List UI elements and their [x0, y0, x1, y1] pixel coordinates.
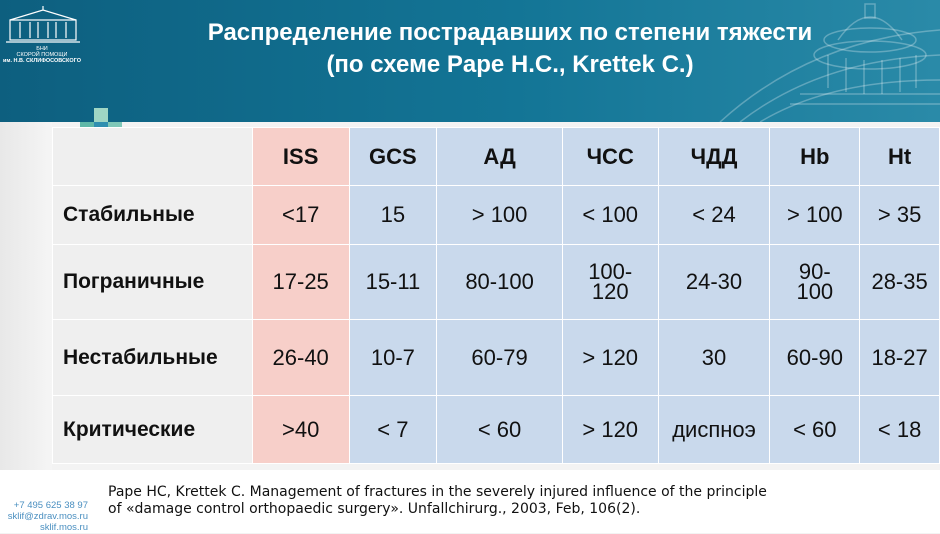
header-iss: ISS [251, 127, 350, 186]
severity-table: ISS GCS АД ЧСС ЧДД Hb Ht Стабильные <17 … [52, 127, 940, 464]
table-row: Стабильные <17 15 > 100 < 100 < 24 > 100… [52, 185, 940, 245]
table-cell-text: 100- 120 [588, 259, 633, 304]
left-margin-bar [0, 122, 52, 472]
building-line-art [719, 3, 940, 122]
table-cell: 10-7 [348, 319, 438, 396]
slide-title-line-2: (по схеме Pape H.C., Krettek C.) [326, 51, 694, 78]
table-cell: 30 [657, 319, 771, 396]
table-cell: 17-25 [251, 244, 350, 320]
table-cell: 80-100 [436, 244, 563, 320]
footer-band [0, 470, 940, 533]
table-cell: <17 [251, 185, 350, 245]
contact-site: sklif.mos.ru [39, 522, 88, 533]
table-cell: < 7 [348, 395, 438, 464]
row-label-borderline: Пограничные [52, 244, 253, 320]
header-row: ISS GCS АД ЧСС ЧДД Hb Ht [52, 127, 940, 186]
table-cell: < 24 [657, 185, 771, 245]
table-cell: < 18 [859, 395, 940, 464]
table-cell: < 100 [561, 185, 659, 245]
slide-header: БНИ СКОРОЙ ПОМОЩИ им. Н.В. СКЛИФОСОВСКОГ… [0, 0, 940, 122]
contact-email: sklif@zdrav.mos.ru [7, 511, 88, 522]
table-row: Пограничные 17-25 15-11 80-100 100- 120 … [52, 244, 940, 320]
header-ad: АД [436, 127, 563, 186]
slide-title-line-1: Распределение пострадавших по степени тя… [207, 19, 813, 46]
table-cell: > 120 [561, 319, 659, 396]
table-cell: > 100 [769, 185, 861, 245]
contact-phone: +7 495 625 38 97 [13, 500, 88, 511]
header-hb: Hb [769, 127, 861, 186]
table-cell: диспноэ [657, 395, 771, 464]
table-cell: 18-27 [859, 319, 940, 396]
header-chss: ЧСС [561, 127, 659, 186]
table-cell: 15 [348, 185, 438, 245]
table-cell: < 60 [769, 395, 861, 464]
table-cell: 24-30 [657, 244, 771, 320]
logo-line-2: СКОРОЙ ПОМОЩИ [16, 52, 68, 58]
table-cell: < 60 [436, 395, 563, 464]
logo-line-1: БНИ [36, 46, 48, 52]
table-cell: 100- 120 [561, 244, 659, 320]
table-cell: > 120 [561, 395, 659, 464]
table-cell: >40 [251, 395, 350, 464]
header-chdd: ЧДД [657, 127, 771, 186]
table-cell: 60-90 [769, 319, 861, 396]
corner-cell [52, 127, 253, 186]
table-cell: 26-40 [251, 319, 350, 396]
table-cell: 28-35 [859, 244, 940, 320]
logo-line-3: им. Н.В. СКЛИФОСОВСКОГО [3, 58, 81, 64]
table-row: Нестабильные 26-40 10-7 60-79 > 120 30 6… [52, 319, 940, 396]
citation: Pape HC, Krettek C. Management of fractu… [108, 484, 908, 518]
table-cell: > 35 [859, 185, 940, 245]
table-cell: 15-11 [348, 244, 438, 320]
institute-logo [6, 6, 80, 43]
row-label-unstable: Нестабильные [52, 319, 253, 396]
table-cell: 90- 100 [769, 244, 861, 320]
table-cell-text: 90- 100 [796, 259, 834, 304]
table-cell: 60-79 [436, 319, 563, 396]
header-ht: Ht [859, 127, 940, 186]
table-row: Критические >40 < 7 < 60 > 120 диспноэ <… [52, 395, 940, 464]
row-label-stable: Стабильные [52, 185, 253, 245]
table-cell: > 100 [436, 185, 563, 245]
citation-line-2: of «damage control orthopaedic surgery».… [108, 501, 641, 517]
row-label-critical: Критические [52, 395, 253, 464]
citation-line-1: Pape HC, Krettek C. Management of fractu… [108, 484, 767, 500]
header-gcs: GCS [348, 127, 438, 186]
